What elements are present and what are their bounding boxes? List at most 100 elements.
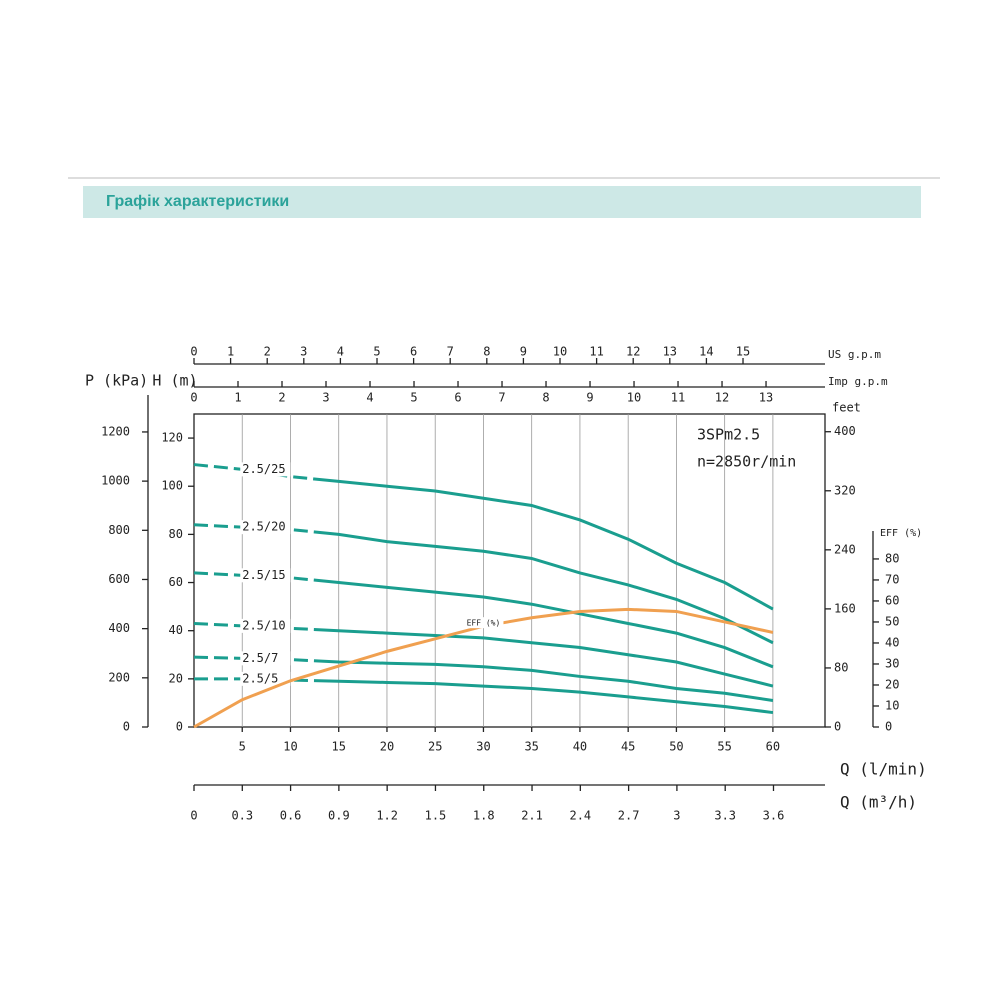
speed-annotation: n=2850r/min <box>697 453 796 471</box>
tick-label: 20 <box>169 671 183 685</box>
tick-label: 1 <box>227 345 234 359</box>
tick-label: 0 <box>834 720 841 734</box>
tick-label: 120 <box>161 431 183 445</box>
tick-label: 40 <box>885 635 899 649</box>
tick-label: 10 <box>885 698 899 712</box>
tick-label: 70 <box>885 572 899 586</box>
tick-label: 2.7 <box>618 809 640 823</box>
curve-label: 2.5/25 <box>242 462 285 476</box>
head-curve <box>193 571 774 669</box>
tick-label: 3 <box>300 345 307 359</box>
header-title: Графік характеристики <box>106 193 289 210</box>
tick-label: 80 <box>885 551 899 565</box>
head-curve <box>193 463 774 611</box>
tick-label: 7 <box>447 345 454 359</box>
model-annotation: 3SPm2.5 <box>697 426 760 444</box>
tick-label: 0 <box>885 720 892 734</box>
tick-label: 12 <box>715 391 729 405</box>
tick-label: 80 <box>834 660 848 674</box>
label-bg <box>240 618 291 633</box>
tick-label: 1 <box>234 391 241 405</box>
tick-label: 0.3 <box>231 809 253 823</box>
x-tick-label: 15 <box>331 740 345 754</box>
tick-label: 11 <box>589 345 603 359</box>
curve-label: 2.5/7 <box>242 651 278 665</box>
x-tick-label: 45 <box>621 740 635 754</box>
x-tick-label: 5 <box>239 740 246 754</box>
curve-label: 2.5/10 <box>242 618 285 632</box>
tick-label: 60 <box>169 575 183 589</box>
usgpm-axis-title: US g.p.m <box>828 348 881 361</box>
tick-label: 13 <box>759 391 773 405</box>
tick-label: 40 <box>169 623 183 637</box>
x-tick-label: 50 <box>669 740 683 754</box>
x-axis-title: Q (l/min) <box>840 760 927 779</box>
plot-frame <box>193 413 826 728</box>
curve-label: 2.5/20 <box>242 520 285 534</box>
label-bg <box>240 520 291 535</box>
curve-label: EFF (%) <box>467 619 501 628</box>
label-bg <box>240 651 291 666</box>
tick-label: 0 <box>190 809 197 823</box>
tick-label: 320 <box>834 483 856 497</box>
tick-label: 0 <box>123 720 130 734</box>
tick-label: 15 <box>736 345 750 359</box>
label-bg <box>240 568 291 583</box>
tick-label: 1200 <box>101 424 130 438</box>
tick-label: 7 <box>498 391 505 405</box>
tick-label: 1.8 <box>473 809 495 823</box>
label-bg <box>240 462 291 477</box>
head-curve <box>193 523 774 645</box>
tick-label: 9 <box>520 345 527 359</box>
tick-label: 1000 <box>101 474 130 488</box>
tick-label: 11 <box>671 391 685 405</box>
tick-label: 2 <box>264 345 271 359</box>
x-tick-label: 20 <box>380 740 394 754</box>
tick-label: 200 <box>108 670 130 684</box>
tick-label: 8 <box>483 345 490 359</box>
tick-label: 3 <box>673 809 680 823</box>
x-tick-label: 55 <box>717 740 731 754</box>
tick-label: 4 <box>337 345 344 359</box>
tick-label: 13 <box>663 345 677 359</box>
tick-label: 9 <box>586 391 593 405</box>
imp-axis-title: Imp g.p.m <box>828 375 888 388</box>
tick-label: 4 <box>366 391 373 405</box>
tick-label: 0.9 <box>328 809 350 823</box>
tick-label: 0 <box>176 720 183 734</box>
x-tick-label: 25 <box>428 740 442 754</box>
x-tick-label: 40 <box>573 740 587 754</box>
tick-label: 240 <box>834 542 856 556</box>
label-bg <box>240 671 291 686</box>
eff-axis-title: EFF (%) <box>880 528 922 539</box>
header-band <box>83 186 921 218</box>
head-curve <box>193 655 774 702</box>
tick-label: 160 <box>834 601 856 615</box>
tick-label: 10 <box>553 345 567 359</box>
tick-label: 0 <box>190 345 197 359</box>
tick-label: 8 <box>542 391 549 405</box>
head-curve <box>194 677 774 715</box>
x-tick-label: 60 <box>766 740 780 754</box>
tick-label: 100 <box>161 479 183 493</box>
tick-label: 2 <box>278 391 285 405</box>
tick-label: 30 <box>885 656 899 670</box>
tick-label: 1.2 <box>376 809 398 823</box>
tick-label: 800 <box>108 523 130 537</box>
m3h-axis-title: Q (m³/h) <box>840 793 917 812</box>
tick-label: 2.4 <box>569 809 591 823</box>
tick-label: 400 <box>108 621 130 635</box>
tick-label: 400 <box>834 424 856 438</box>
curve-label: 2.5/15 <box>242 568 285 582</box>
tick-label: 0.6 <box>280 809 302 823</box>
tick-label: 12 <box>626 345 640 359</box>
tick-label: 1.5 <box>425 809 447 823</box>
tick-label: 600 <box>108 572 130 586</box>
tick-label: 50 <box>885 614 899 628</box>
tick-label: 10 <box>627 391 641 405</box>
x-tick-label: 35 <box>524 740 538 754</box>
tick-label: 2.1 <box>521 809 543 823</box>
tick-label: 20 <box>885 677 899 691</box>
